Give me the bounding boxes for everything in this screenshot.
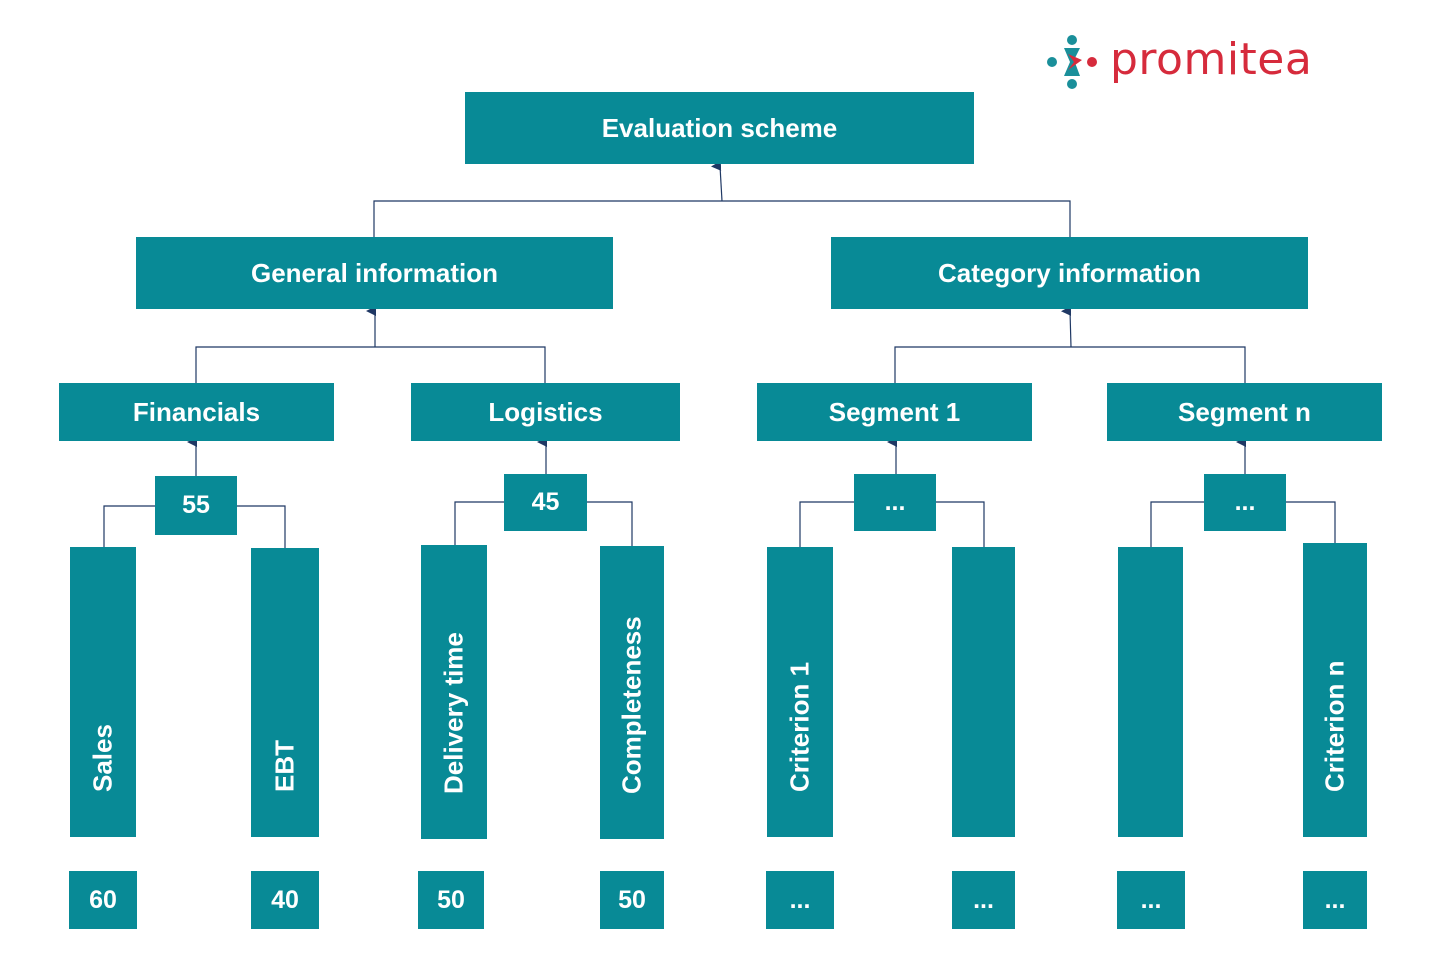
arrow-category [1061, 305, 1072, 348]
segment-n-weight: ... [1204, 474, 1286, 531]
criterion-weight-criterion-1: ... [766, 871, 834, 929]
criterion-bar-criterion-1: Criterion 1 [767, 547, 833, 837]
criterion-bar-delivery-time: Delivery time [421, 545, 487, 839]
connector-category [894, 346, 1246, 383]
criterion-weight-blank-2: ... [1117, 871, 1185, 929]
criterion-bar-completeness: Completeness [600, 546, 664, 839]
criterion-weight-blank-1: ... [952, 871, 1015, 929]
criterion-bar-sales: Sales [70, 547, 136, 837]
criterion-label-criterion-n: Criterion n [1319, 660, 1350, 792]
criterion-weight-sales: 60 [69, 871, 137, 929]
criterion-label-sales: Sales [87, 724, 118, 792]
criterion-weight-criterion-n: ... [1303, 871, 1367, 929]
financials-weight: 55 [155, 476, 237, 535]
logo-mark-icon [1047, 35, 1097, 89]
criterion-label-criterion-1: Criterion 1 [784, 661, 815, 792]
segment-1-weight: ... [854, 474, 936, 531]
criterion-label-ebt: EBT [269, 740, 300, 792]
criterion-weight-ebt: 40 [251, 871, 319, 929]
segment-1-box: Segment 1 [757, 383, 1032, 441]
logo-text: promitea [1110, 34, 1313, 85]
promitea-logo: promitea [1044, 30, 1334, 96]
criterion-bar-ebt: EBT [251, 548, 319, 837]
criterion-bar-blank-1 [952, 547, 1015, 837]
criterion-bar-blank-2 [1118, 547, 1183, 837]
criterion-weight-delivery-time: 50 [418, 871, 484, 929]
connector-general [195, 346, 546, 383]
general-information-box: General information [136, 237, 613, 309]
logistics-weight: 45 [504, 474, 587, 531]
connector-root [373, 200, 1071, 237]
financials-box: Financials [59, 383, 334, 441]
criterion-label-delivery-time: Delivery time [438, 632, 469, 794]
logistics-box: Logistics [411, 383, 680, 441]
criterion-bar-criterion-n: Criterion n [1303, 543, 1367, 837]
category-information-box: Category information [831, 237, 1308, 309]
segment-n-box: Segment n [1107, 383, 1382, 441]
evaluation-scheme-box: Evaluation scheme [465, 92, 974, 164]
criterion-label-completeness: Completeness [616, 616, 647, 794]
criterion-weight-completeness: 50 [600, 871, 664, 929]
arrow-root [711, 160, 723, 202]
